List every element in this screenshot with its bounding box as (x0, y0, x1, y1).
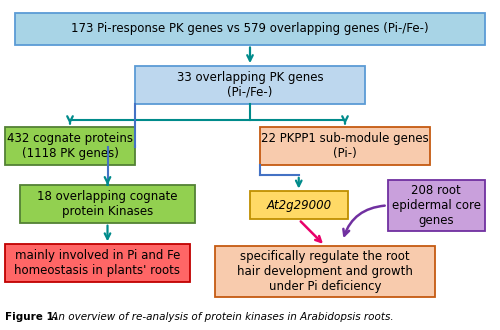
FancyBboxPatch shape (20, 185, 195, 223)
FancyBboxPatch shape (388, 180, 485, 231)
FancyBboxPatch shape (5, 244, 190, 282)
FancyBboxPatch shape (215, 246, 435, 297)
Text: 432 cognate proteins
(1118 PK genes): 432 cognate proteins (1118 PK genes) (7, 132, 133, 160)
Text: 22 PKPP1 sub-module genes
(Pi-): 22 PKPP1 sub-module genes (Pi-) (261, 132, 429, 160)
FancyBboxPatch shape (5, 127, 135, 165)
Text: mainly involved in Pi and Fe
homeostasis in plants' roots: mainly involved in Pi and Fe homeostasis… (14, 249, 180, 277)
FancyBboxPatch shape (135, 66, 365, 104)
Text: specifically regulate the root
hair development and growth
under Pi deficiency: specifically regulate the root hair deve… (237, 250, 413, 293)
FancyBboxPatch shape (260, 127, 430, 165)
FancyBboxPatch shape (250, 191, 348, 219)
Text: Figure 1.: Figure 1. (5, 312, 58, 322)
FancyBboxPatch shape (15, 13, 485, 45)
Text: 18 overlapping cognate
protein Kinases: 18 overlapping cognate protein Kinases (37, 190, 178, 218)
Text: 208 root
epidermal core
genes: 208 root epidermal core genes (392, 184, 481, 227)
Text: 173 Pi-response PK genes vs 579 overlapping genes (Pi-/Fe-): 173 Pi-response PK genes vs 579 overlapp… (71, 22, 429, 35)
Text: At2g29000: At2g29000 (266, 199, 332, 212)
Text: 33 overlapping PK genes
(Pi-/Fe-): 33 overlapping PK genes (Pi-/Fe-) (176, 71, 324, 99)
Text: An overview of re-analysis of protein kinases in Arabidopsis roots.: An overview of re-analysis of protein ki… (48, 312, 393, 322)
